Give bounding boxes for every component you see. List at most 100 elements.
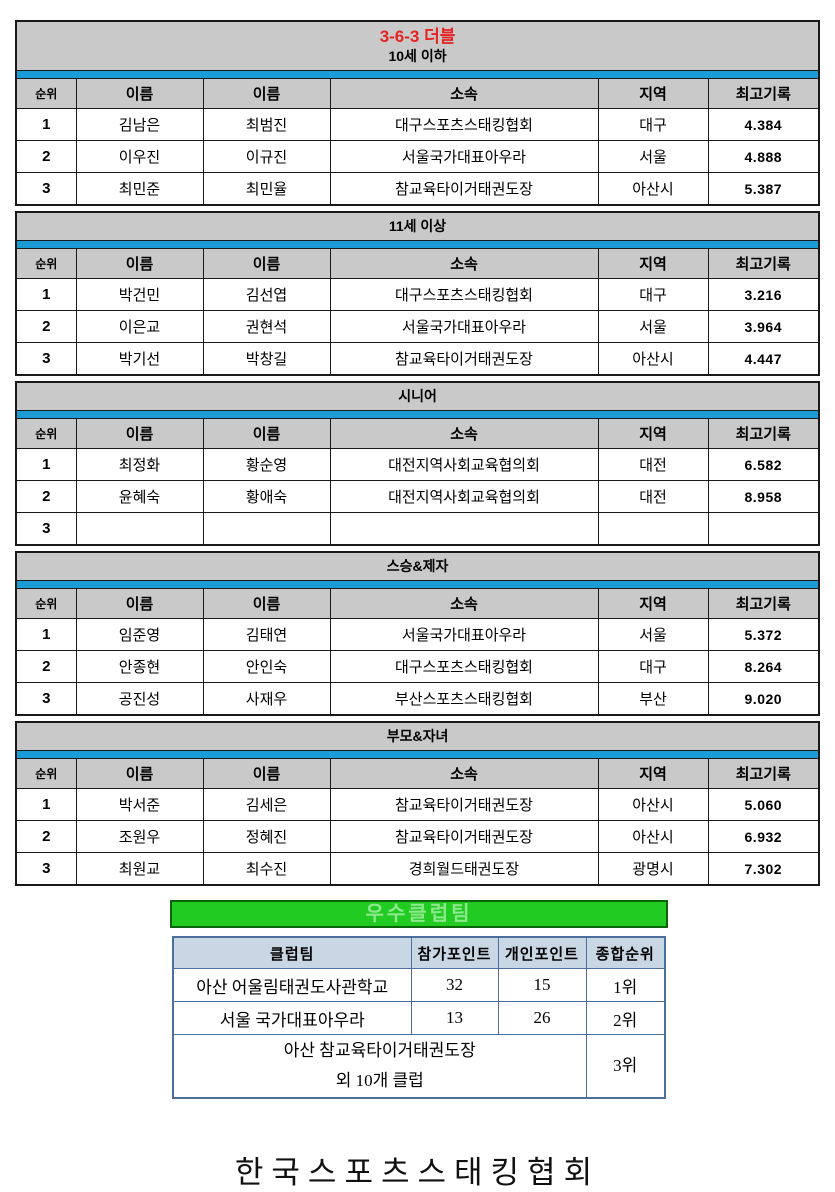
cell-rank: 1 [15, 788, 77, 821]
cell-name1: 이우진 [75, 140, 204, 173]
cell-record: 8.264 [707, 650, 820, 683]
col-header-record: 최고기록 [707, 758, 820, 789]
cell-name2: 정혜진 [202, 820, 331, 853]
result-row: 2 이은교 권현석 서울국가대표아우라 서울 3.964 [15, 310, 820, 343]
club-cell-merged-teams: 아산 참교육타이거태권도장 외 10개 클럽 [172, 1034, 587, 1099]
result-row-empty: 3 [15, 512, 820, 546]
cell-rank: 3 [15, 172, 77, 206]
section-teacher-student-table: 스승&제자 순위 이름 이름 소속 지역 최고기록 1 임준영 김태연 서울국가… [15, 551, 821, 716]
section-label: 시니어 [398, 388, 437, 404]
cell-record: 6.932 [707, 820, 820, 853]
cell-rank: 1 [15, 448, 77, 481]
club-col-header-team: 클럽팀 [172, 936, 412, 969]
cell-record: 4.447 [707, 342, 820, 376]
section-label: 10세 이하 [388, 48, 447, 64]
cell-rank: 3 [15, 512, 77, 546]
section-over-11-table: 11세 이상 순위 이름 이름 소속 지역 최고기록 1 박건민 김선엽 대구스… [15, 211, 820, 376]
result-row: 3 최민준 최민율 참교육타이거태권도장 아산시 5.387 [15, 172, 820, 206]
col-header-org: 소속 [329, 758, 599, 789]
cell-name2: 최범진 [202, 108, 331, 141]
blue-divider-bar [15, 70, 820, 79]
cell-record: 7.302 [707, 852, 820, 886]
cell-rank: 3 [15, 852, 77, 886]
cell-org: 서울국가대표아우라 [329, 618, 599, 651]
section-header: 스승&제자 [15, 551, 820, 581]
cell-name2: 안인숙 [202, 650, 331, 683]
cell-record: 5.372 [707, 618, 820, 651]
column-header-row: 순위 이름 이름 소속 지역 최고기록 [15, 418, 820, 449]
col-header-name1: 이름 [75, 78, 204, 109]
col-header-name1: 이름 [75, 248, 204, 279]
cell-record: 6.582 [707, 448, 820, 481]
cell-region: 부산 [597, 682, 709, 716]
cell-org: 참교육타이거태권도장 [329, 342, 599, 376]
section-header: 시니어 [15, 381, 820, 411]
cell-name2: 최민율 [202, 172, 331, 206]
cell-region: 광명시 [597, 852, 709, 886]
result-row: 2 이우진 이규진 서울국가대표아우라 서울 4.888 [15, 140, 820, 173]
col-header-region: 지역 [597, 758, 709, 789]
cell-name1: 박건민 [75, 278, 204, 311]
col-header-name1: 이름 [75, 588, 204, 619]
col-header-record: 최고기록 [707, 588, 820, 619]
cell-name1: 김남은 [75, 108, 204, 141]
column-header-row: 순위 이름 이름 소속 지역 최고기록 [15, 588, 820, 619]
cell-rank: 1 [15, 108, 77, 141]
col-header-name2: 이름 [202, 588, 331, 619]
result-row: 3 박기선 박창길 참교육타이거태권도장 아산시 4.447 [15, 342, 820, 376]
best-club-block: 우수클럽팀 클럽팀 참가포인트 개인포인트 종합순위 아산 어울림태권도사관학교… [170, 900, 668, 1099]
col-header-record: 최고기록 [707, 418, 820, 449]
cell-name1: 최민준 [75, 172, 204, 206]
cell-name1: 안종현 [75, 650, 204, 683]
section-parent-child-table: 부모&자녀 순위 이름 이름 소속 지역 최고기록 1 박서준 김세은 참교육타… [15, 721, 821, 886]
cell-rank: 2 [15, 650, 77, 683]
cell-name1: 박서준 [75, 788, 204, 821]
cell-org: 대구스포츠스태킹협회 [329, 650, 599, 683]
col-header-record: 최고기록 [707, 248, 820, 279]
result-row: 2 조원우 정혜진 참교육타이거태권도장 아산시 6.932 [15, 820, 820, 853]
cell-org [329, 512, 599, 546]
cell-name2: 최수진 [202, 852, 331, 886]
best-club-table: 클럽팀 참가포인트 개인포인트 종합순위 아산 어울림태권도사관학교 32 15… [172, 936, 666, 1099]
col-header-rank: 순위 [15, 758, 77, 789]
col-header-name2: 이름 [202, 758, 331, 789]
cell-record: 3.964 [707, 310, 820, 343]
col-header-name1: 이름 [75, 418, 204, 449]
cell-rank: 3 [15, 682, 77, 716]
club-row: 아산 어울림태권도사관학교 32 15 1위 [172, 968, 666, 1002]
result-row: 1 김남은 최범진 대구스포츠스태킹협회 대구 4.384 [15, 108, 820, 141]
cell-name2: 이규진 [202, 140, 331, 173]
cell-record: 5.060 [707, 788, 820, 821]
col-header-org: 소속 [329, 248, 599, 279]
col-header-region: 지역 [597, 78, 709, 109]
col-header-org: 소속 [329, 588, 599, 619]
cell-record: 4.384 [707, 108, 820, 141]
cell-name2: 김태연 [202, 618, 331, 651]
cell-org: 부산스포츠스태킹협회 [329, 682, 599, 716]
cell-region: 대구 [597, 650, 709, 683]
club-cell-rank: 3위 [585, 1034, 666, 1099]
cell-name2: 박창길 [202, 342, 331, 376]
cell-name2: 김선엽 [202, 278, 331, 311]
cell-rank: 2 [15, 140, 77, 173]
cell-region: 대전 [597, 448, 709, 481]
cell-region: 서울 [597, 140, 709, 173]
cell-rank: 2 [15, 820, 77, 853]
col-header-org: 소속 [329, 418, 599, 449]
cell-region: 대구 [597, 278, 709, 311]
best-club-title: 우수클럽팀 [170, 900, 668, 928]
club-cell-rank: 1위 [585, 968, 666, 1002]
cell-name1: 이은교 [75, 310, 204, 343]
club-cell-individual: 26 [497, 1001, 587, 1035]
cell-region: 아산시 [597, 172, 709, 206]
cell-region [597, 512, 709, 546]
section-header: 3-6-3 더블 10세 이하 [15, 20, 820, 71]
cell-record [707, 512, 820, 546]
column-header-row: 순위 이름 이름 소속 지역 최고기록 [15, 758, 820, 789]
cell-org: 경희월드태권도장 [329, 852, 599, 886]
cell-record: 5.387 [707, 172, 820, 206]
col-header-name2: 이름 [202, 418, 331, 449]
club-cell-individual: 15 [497, 968, 587, 1002]
result-row: 3 최원교 최수진 경희월드태권도장 광명시 7.302 [15, 852, 820, 886]
cell-region: 아산시 [597, 788, 709, 821]
